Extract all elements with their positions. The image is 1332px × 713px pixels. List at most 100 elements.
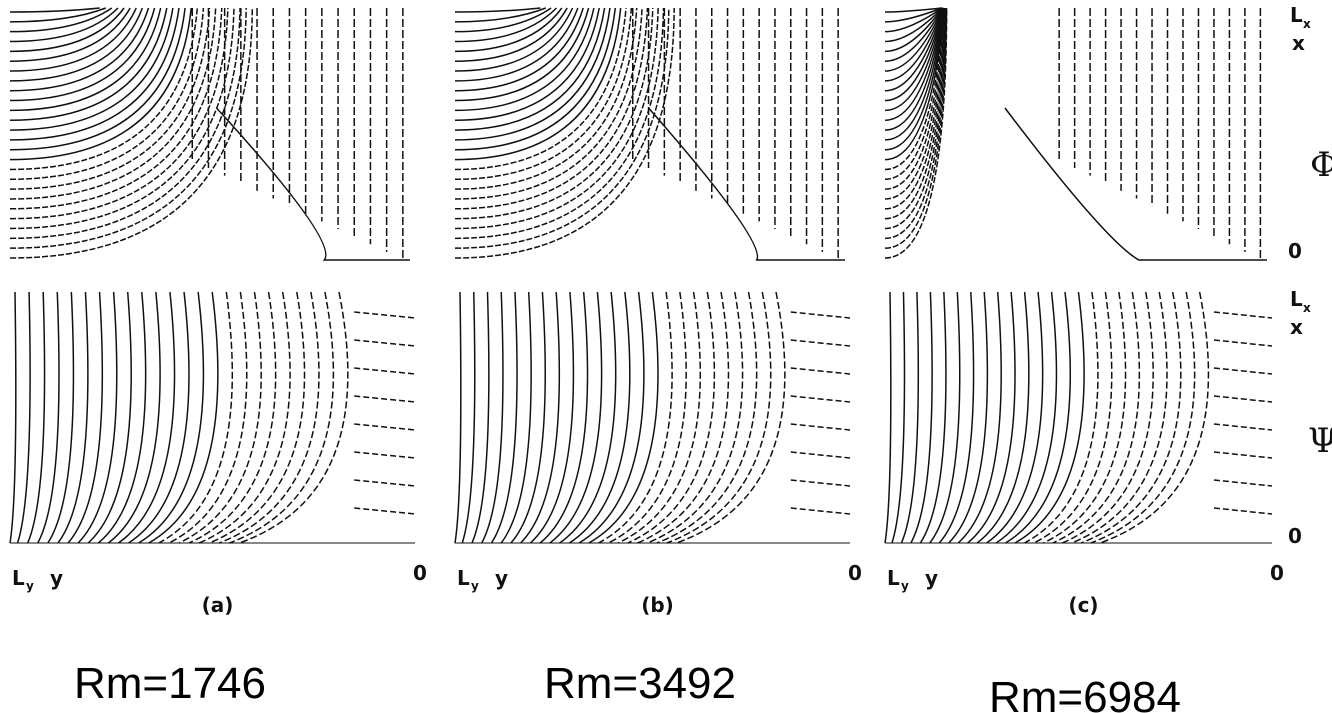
contour-line	[9, 7, 180, 141]
contour-line	[1014, 291, 1085, 544]
contour-line	[454, 7, 643, 200]
contour-line	[454, 7, 611, 141]
contour-line	[656, 291, 758, 544]
contour-line	[929, 291, 961, 544]
field-label: Φ	[1310, 145, 1332, 185]
contour-line	[481, 291, 504, 544]
contour-line	[790, 395, 851, 403]
contour-line	[637, 291, 730, 544]
contour-line	[948, 291, 989, 544]
contour-line	[9, 7, 217, 200]
contour-line	[158, 291, 234, 544]
contour-line	[454, 7, 547, 23]
contour-line	[87, 291, 132, 544]
contour-line	[884, 7, 944, 82]
contour-line	[676, 291, 786, 544]
x-axis-start-sub: x	[1303, 301, 1311, 315]
contour-line	[607, 291, 687, 544]
contour-line	[9, 7, 144, 82]
contour-line	[454, 7, 606, 131]
contour-line	[884, 7, 943, 43]
contour-line	[1213, 507, 1273, 515]
contour-line	[884, 7, 942, 13]
contour-line	[884, 7, 948, 240]
contour-line	[9, 7, 168, 121]
contour-line	[354, 395, 416, 403]
contour-line	[198, 291, 291, 544]
contour-line	[454, 7, 654, 220]
contour-line	[354, 423, 416, 431]
contour-line	[354, 479, 416, 487]
contour-line	[1071, 291, 1168, 544]
contour-line	[454, 7, 649, 210]
contour-line	[790, 423, 851, 431]
contour-line	[118, 291, 176, 544]
contour-line	[454, 7, 638, 190]
contour-line	[884, 7, 944, 62]
y-axis-start-sub: y	[471, 579, 479, 593]
contour-line	[454, 7, 574, 72]
contour-line	[239, 291, 349, 544]
contour-line	[461, 291, 476, 544]
y-axis-start: L	[887, 566, 900, 590]
contour-line	[454, 7, 633, 181]
x-axis-start-sub: x	[1303, 17, 1311, 31]
contour-line	[354, 339, 416, 347]
contour-line	[588, 291, 659, 544]
y-axis-start-sub: y	[901, 579, 909, 593]
contour-line	[9, 7, 199, 171]
contour-line	[1213, 367, 1273, 375]
contour-line	[884, 7, 948, 249]
contour-line	[1043, 291, 1127, 544]
contour-line	[9, 7, 119, 43]
contour-line	[559, 291, 617, 544]
contour-line	[128, 291, 190, 544]
contour-line	[1213, 311, 1273, 319]
contour-line	[9, 7, 241, 240]
contour-line	[138, 291, 205, 544]
contour-line	[790, 451, 851, 459]
contour-line	[1213, 451, 1273, 459]
contour-line	[454, 7, 568, 62]
contour-line	[790, 339, 851, 347]
contour-line	[471, 291, 490, 544]
contour-line	[986, 291, 1044, 544]
contour-line	[454, 291, 462, 544]
contour-line	[884, 7, 947, 220]
contour-line	[354, 311, 416, 319]
contour-line	[454, 7, 665, 240]
contour-line	[219, 291, 320, 544]
y-axis-start-sub: y	[26, 579, 34, 593]
contour-line	[884, 7, 945, 102]
x-axis-start: L	[1290, 287, 1303, 311]
contour-line	[454, 7, 558, 43]
x-axis-end: 0	[1288, 239, 1302, 263]
contour-line	[919, 291, 947, 544]
contour-line	[26, 291, 46, 544]
contour-line	[627, 291, 716, 544]
contour-line	[188, 291, 277, 544]
contour-line	[1213, 395, 1273, 403]
contour-line	[910, 291, 933, 544]
contour-line	[1099, 291, 1210, 544]
contour-line	[884, 7, 948, 259]
contour-line	[967, 291, 1016, 544]
contour-line	[884, 7, 946, 141]
contour-line	[9, 7, 125, 53]
contour-line	[884, 7, 945, 92]
contour-line	[1213, 339, 1273, 347]
contour-line	[884, 7, 944, 53]
contour-line	[1090, 291, 1196, 544]
contour-line	[9, 7, 223, 210]
contour-line	[520, 291, 561, 544]
contour-line	[454, 7, 601, 121]
contour-line	[884, 7, 946, 171]
contour-line	[529, 291, 575, 544]
contour-line	[454, 7, 541, 13]
contour-line	[884, 7, 944, 72]
contour-line	[9, 7, 131, 62]
caption: Rm=1746	[74, 659, 266, 708]
